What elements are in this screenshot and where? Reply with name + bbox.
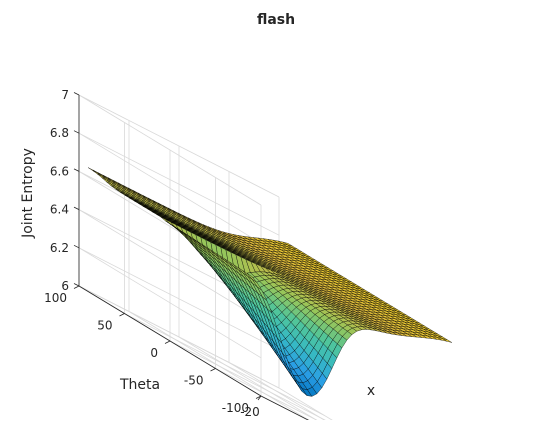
grid-line — [78, 247, 262, 359]
chart-title: flash — [257, 12, 295, 28]
y-tick-mark — [210, 368, 216, 372]
y-tick-mark — [164, 340, 171, 344]
z-tick-label: 6.8 — [50, 126, 69, 140]
grid-line — [78, 94, 280, 198]
y-tick-label: 0 — [150, 346, 158, 360]
z-tick-label: 6.4 — [50, 203, 69, 217]
x-tick-label: -20 — [240, 405, 260, 419]
z-tick-label: 6 — [61, 279, 69, 293]
y-tick-label: 50 — [97, 319, 112, 333]
z-tick-label: 7 — [61, 88, 69, 102]
grid-line — [78, 209, 262, 320]
z-axis-label: Joint Entropy — [20, 148, 36, 239]
y-tick-mark — [73, 285, 80, 289]
z-tick-mark — [73, 206, 80, 210]
z-tick-mark — [73, 244, 80, 249]
z-tick-mark — [73, 168, 80, 172]
x-axis-label: x — [367, 383, 375, 399]
grid-line — [78, 132, 280, 236]
y-tick-label: -50 — [184, 374, 204, 388]
grid-line — [278, 387, 341, 425]
z-tick-label: 6.6 — [50, 164, 69, 178]
surface-facet — [442, 338, 453, 343]
grid-line — [169, 340, 336, 425]
z-tick-mark — [73, 283, 80, 287]
grid-line — [78, 285, 280, 389]
y-tick-mark — [119, 313, 125, 317]
grid-line — [78, 132, 262, 244]
grid-line — [78, 247, 280, 351]
z-tick-mark — [73, 130, 80, 134]
y-axis-label: Theta — [119, 377, 160, 393]
surface-layer — [87, 167, 453, 397]
x-axis-line — [260, 395, 319, 425]
y-tick-label: -100 — [222, 401, 249, 415]
y-tick-label: 100 — [44, 291, 67, 305]
z-tick-mark — [73, 92, 80, 96]
grid-line — [78, 94, 262, 206]
grid-line — [124, 313, 325, 416]
y-tick-mark — [255, 395, 262, 399]
z-tick-label: 6.2 — [50, 241, 69, 255]
